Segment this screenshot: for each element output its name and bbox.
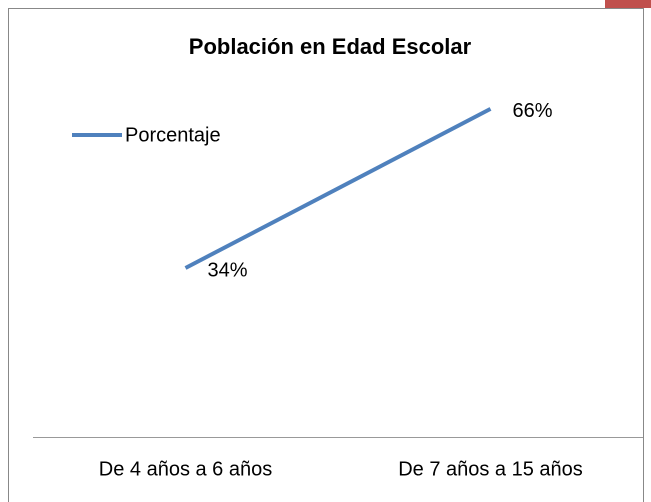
line — [184, 107, 492, 270]
data-label: 66% — [513, 100, 553, 122]
legend-label: Porcentaje — [125, 124, 221, 146]
chart-frame — [8, 8, 644, 502]
data-label: 34% — [208, 259, 248, 281]
x-tick-label: De 4 años a 6 años — [99, 458, 272, 480]
x-tick-label: De 7 años a 15 años — [398, 458, 583, 480]
corner-accent — [605, 0, 651, 8]
chart-title: Población en Edad Escolar — [189, 34, 472, 59]
